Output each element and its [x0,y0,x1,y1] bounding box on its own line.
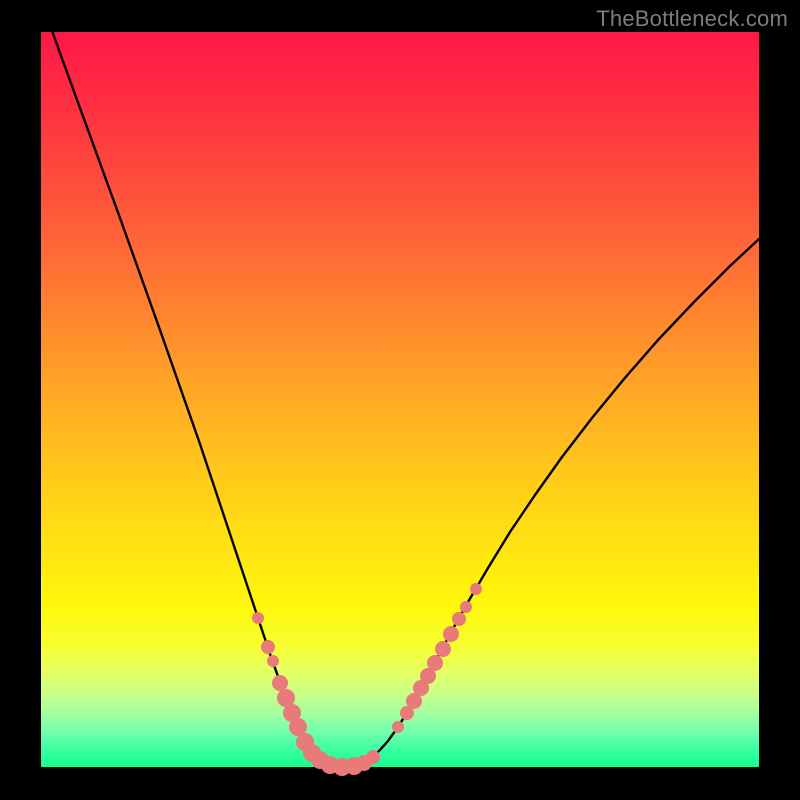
marker-group [252,583,482,776]
data-marker [435,641,451,657]
data-marker [261,640,275,654]
data-marker [460,601,472,613]
data-marker [427,655,443,671]
data-marker [267,655,279,667]
data-marker [252,612,264,624]
data-marker [470,583,482,595]
data-marker [272,675,288,691]
data-marker [443,626,459,642]
data-marker [392,721,404,733]
bottleneck-curve [41,0,759,767]
watermark-text: TheBottleneck.com [596,6,788,32]
curve-overlay [0,0,800,800]
chart-stage: TheBottleneck.com [0,0,800,800]
data-marker [452,612,466,626]
data-marker [366,750,380,764]
